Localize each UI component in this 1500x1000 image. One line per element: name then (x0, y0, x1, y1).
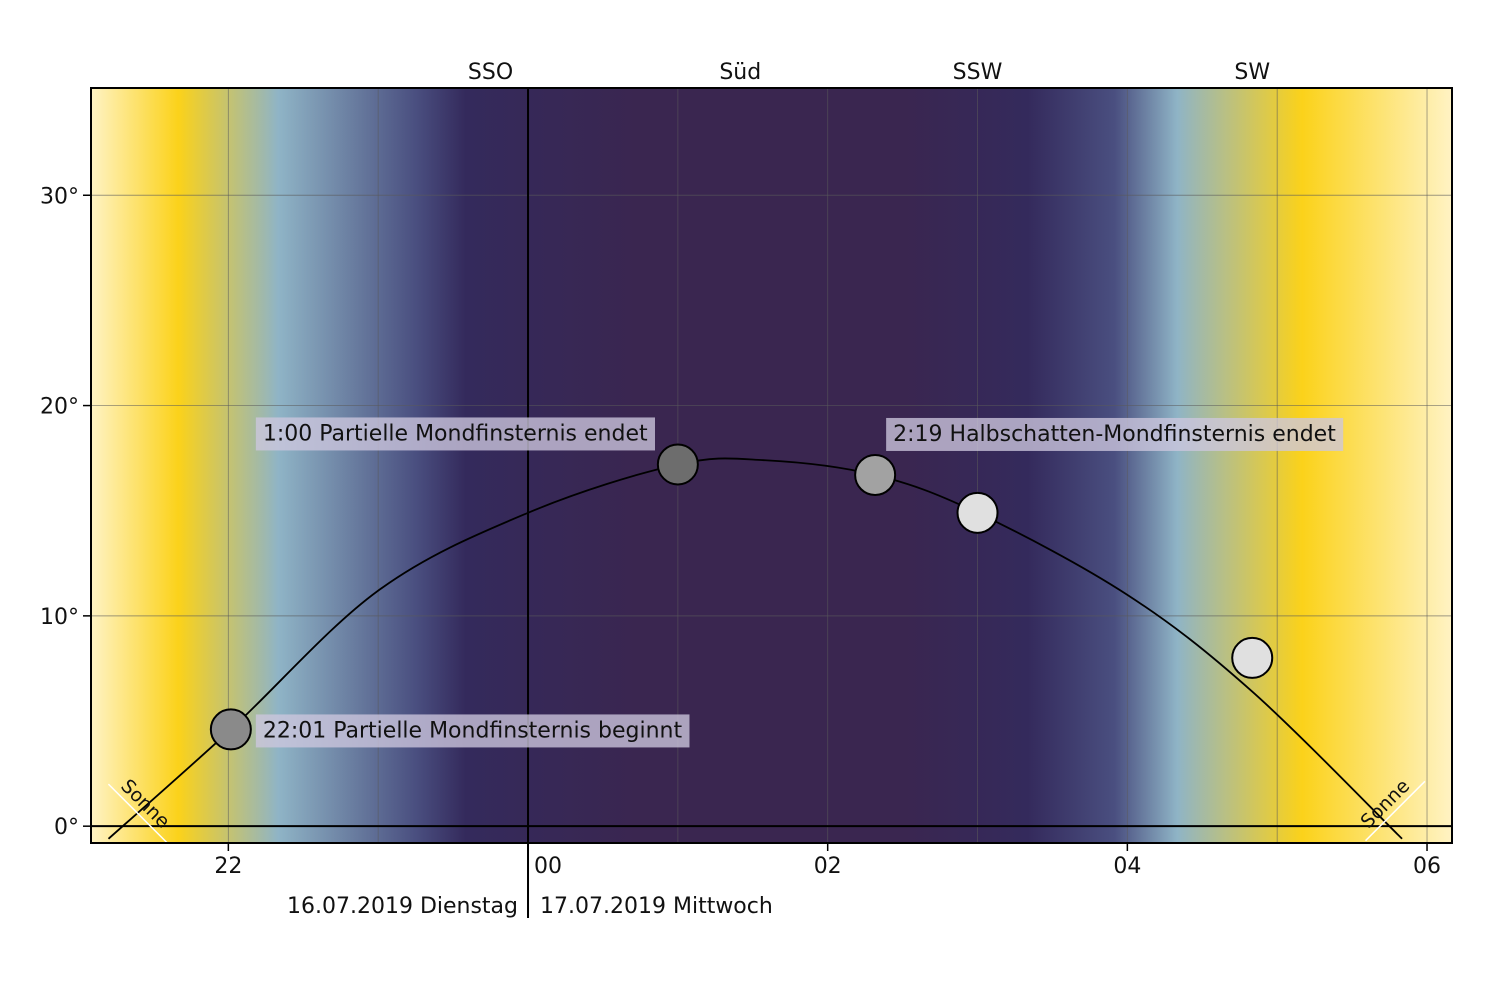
moon-path-layer (107, 457, 1403, 840)
moon-markers (209, 443, 1274, 751)
y-tick-label: 10° (40, 605, 79, 630)
annotation-background (255, 417, 656, 451)
x-tick-label: 02 (814, 854, 842, 879)
direction-label: SW (1234, 60, 1270, 85)
annotation-text: 1:00 Partielle Mondfinsternis endet (263, 421, 648, 446)
y-tick-label: 0° (54, 815, 79, 840)
annotation-text: 22:01 Partielle Mondfinsternis beginnt (263, 718, 683, 743)
direction-label: SSW (953, 60, 1003, 85)
annotation: 1:00 Partielle Mondfinsternis endet (255, 417, 656, 451)
axes: 0° 10° 20° 30° 22 00 02 04 06 SSO Süd SSW SW 16.07.20… (40, 60, 1452, 919)
date-right-label: 17.07.2019 Mittwoch (540, 894, 773, 919)
x-tick-label: 04 (1113, 854, 1141, 879)
moon-marker (656, 443, 699, 486)
x-tick-label: 06 (1413, 854, 1441, 879)
plot-frame (90, 87, 1453, 844)
x-tick-label: 22 (214, 854, 242, 879)
date-left-label: 16.07.2019 Dienstag (287, 894, 518, 919)
y-tick-label: 20° (40, 395, 79, 420)
annotation-background (255, 714, 690, 748)
moon-marker (956, 491, 999, 534)
direction-label: Süd (719, 60, 761, 85)
annotation: 2:19 Halbschatten-Mondfinsternis endet (886, 417, 1344, 451)
moon-path-line (107, 457, 1403, 840)
sun-marker-line (107, 783, 169, 845)
annotation-text: 2:19 Halbschatten-Mondfinsternis endet (893, 422, 1336, 447)
moon-marker (854, 453, 897, 496)
annotation-background (886, 417, 1344, 451)
x-tick-label: 00 (534, 854, 562, 879)
y-tick-label: 30° (40, 184, 79, 209)
direction-label: SSO (468, 60, 513, 85)
moon-marker (209, 708, 252, 751)
sun-marker-line (1364, 780, 1426, 842)
annotation: 22:01 Partielle Mondfinsternis beginnt (255, 714, 690, 748)
moon-marker (1231, 636, 1274, 679)
